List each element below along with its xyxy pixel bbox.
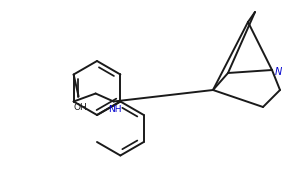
Text: N: N (275, 67, 282, 77)
Text: NH: NH (108, 105, 121, 114)
Text: OH: OH (74, 102, 88, 112)
